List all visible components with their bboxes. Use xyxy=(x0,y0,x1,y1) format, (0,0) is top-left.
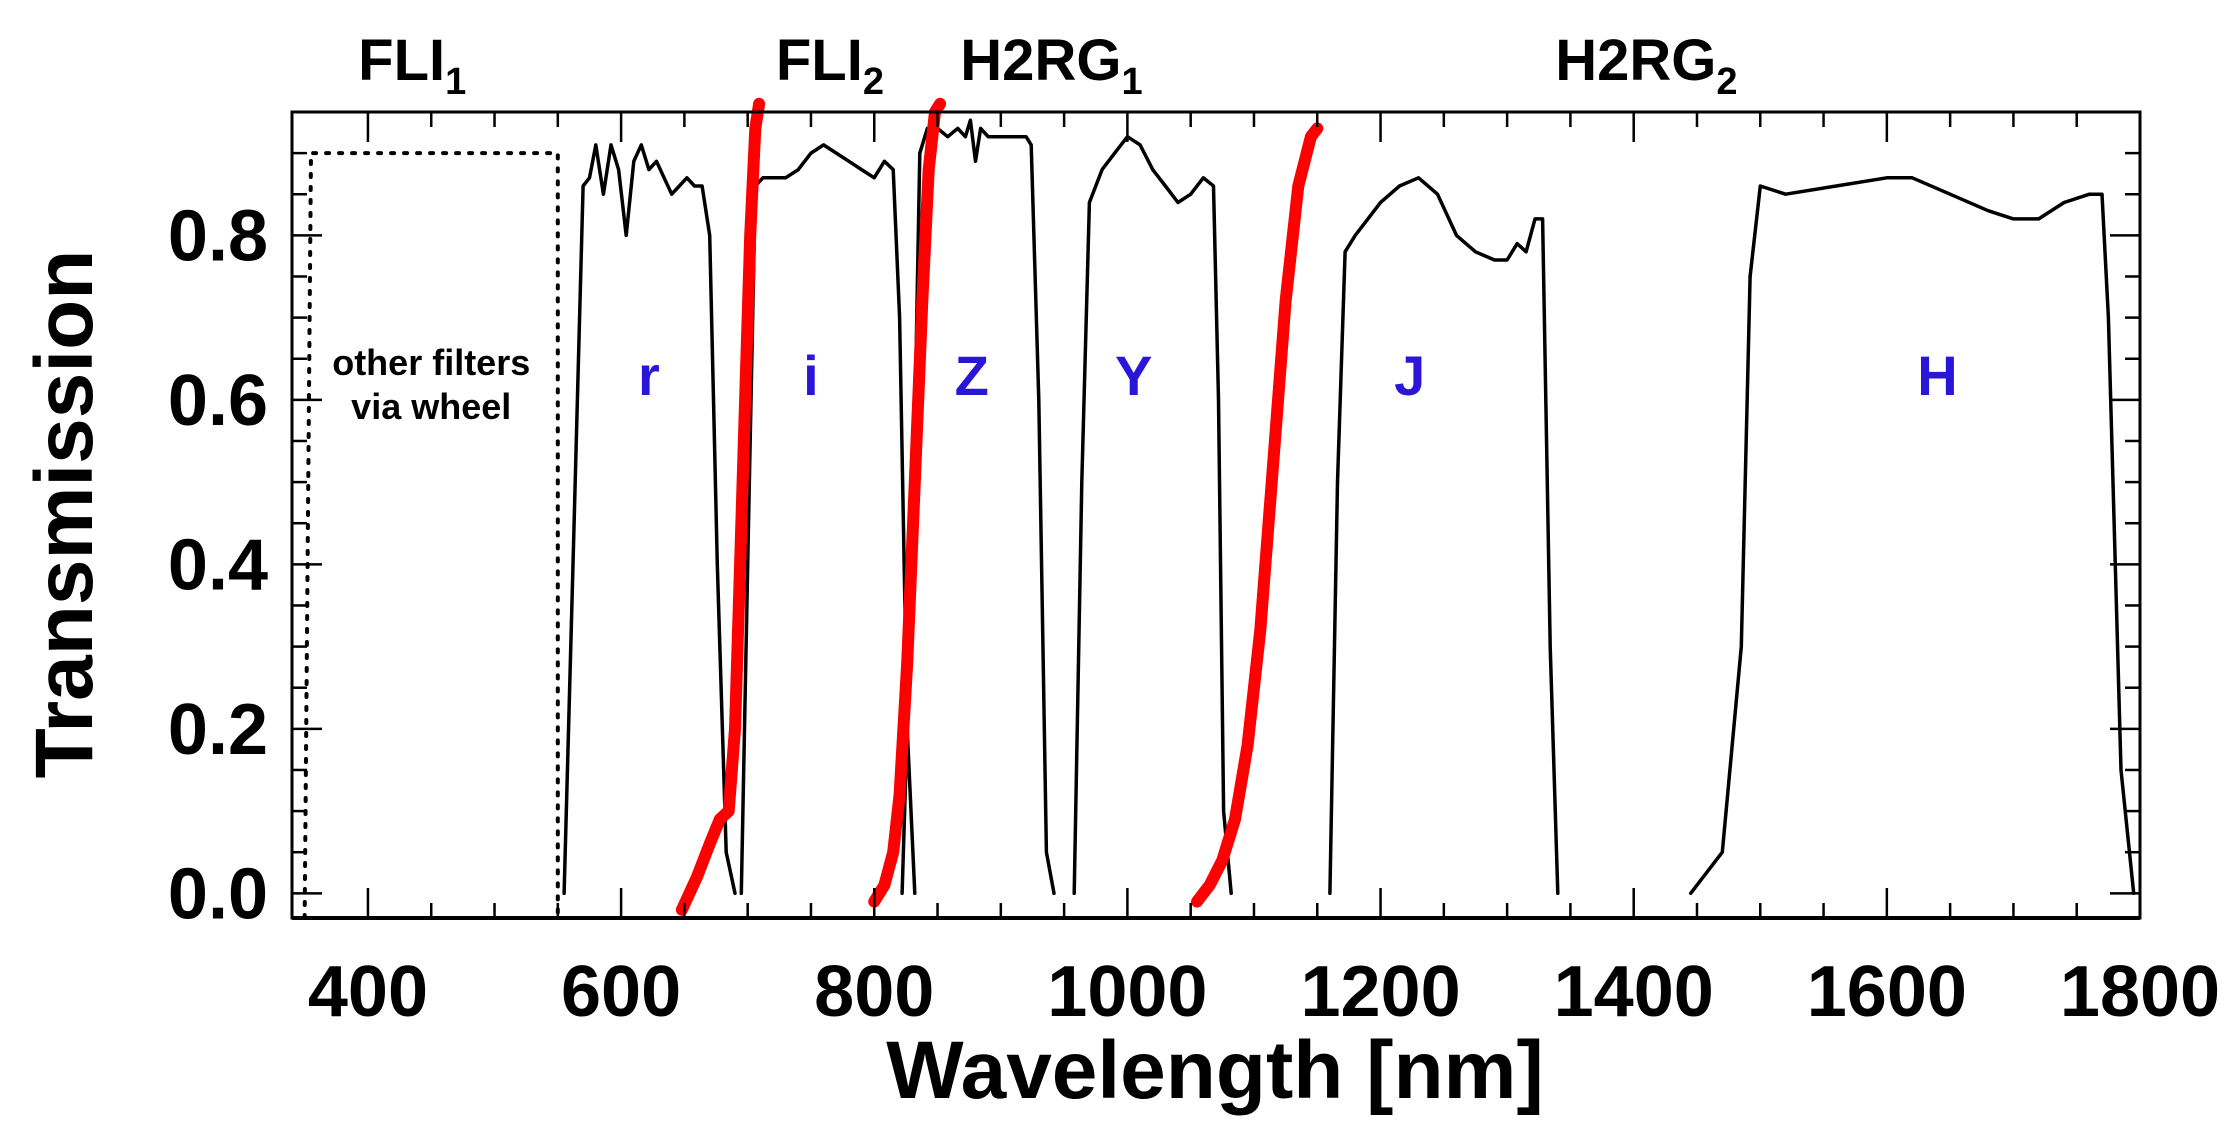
filter-curves xyxy=(562,118,2136,896)
other-filters-text: via wheel xyxy=(351,386,511,427)
detector-label-0: FLI1 xyxy=(358,28,466,103)
band-label-i: i xyxy=(803,344,819,407)
y-tick-label: 0.2 xyxy=(168,690,268,770)
dichroic-curve-8 xyxy=(1191,122,1324,908)
filter-curve-Y xyxy=(1072,134,1233,896)
x-tick-label: 400 xyxy=(308,952,428,1032)
band-label-r: r xyxy=(638,344,660,407)
y-tick-label: 0.8 xyxy=(168,196,268,276)
filter-curve-r xyxy=(562,143,737,896)
x-tick-label: 1600 xyxy=(1807,952,1967,1032)
band-label-J: J xyxy=(1394,344,1425,407)
filter-curve-i xyxy=(739,143,917,896)
band-label-H: H xyxy=(1917,344,1957,407)
x-tick-label: 800 xyxy=(814,952,934,1032)
x-tick-label: 1200 xyxy=(1300,952,1460,1032)
detector-labels: FLI1 FLI2 H2RG1 H2RG2 xyxy=(358,28,1737,103)
other-filters-text: other filters xyxy=(332,342,530,383)
detector-label-1: FLI2 xyxy=(776,28,884,103)
detector-subscript: 1 xyxy=(445,61,466,103)
detector-subscript: 2 xyxy=(863,61,884,103)
filter-curve-J xyxy=(1328,176,1560,896)
x-tick-label: 1400 xyxy=(1554,952,1714,1032)
dichroic-curve-6 xyxy=(675,97,766,916)
y-tick-label: 0.4 xyxy=(168,525,268,605)
x-tick-label: 600 xyxy=(561,952,681,1032)
x-tick-labels: 400 600 800 1000 1200 1400 1600 1800 xyxy=(308,952,2220,1032)
y-tick-label: 0.6 xyxy=(168,361,268,441)
detector-label-3: H2RG2 xyxy=(1555,28,1737,103)
detector-subscript: 2 xyxy=(1716,61,1737,103)
dichroic-curves xyxy=(675,97,1324,916)
x-axis-label: Wavelength [nm] xyxy=(886,1025,1544,1116)
plot-axes xyxy=(290,110,2142,920)
filter-curve-H xyxy=(1688,176,2136,896)
y-tick-label: 0.0 xyxy=(168,854,268,934)
detector-name: H2RG xyxy=(960,28,1121,93)
detector-name: FLI xyxy=(776,28,863,93)
y-axis-label: Transmission xyxy=(19,250,110,779)
band-label-Z: Z xyxy=(955,344,989,407)
x-tick-label: 1000 xyxy=(1047,952,1207,1032)
dichroic-curve-7 xyxy=(868,97,947,908)
detector-label-2: H2RG1 xyxy=(960,28,1142,103)
y-tick-labels: 0.0 0.2 0.4 0.6 0.8 xyxy=(168,196,268,934)
detector-subscript: 1 xyxy=(1121,61,1142,103)
band-label-Y: Y xyxy=(1115,344,1152,407)
x-tick-label: 1800 xyxy=(2060,952,2220,1032)
detector-name: FLI xyxy=(358,28,445,93)
detector-name: H2RG xyxy=(1555,28,1716,93)
other-filters-box xyxy=(302,151,560,920)
